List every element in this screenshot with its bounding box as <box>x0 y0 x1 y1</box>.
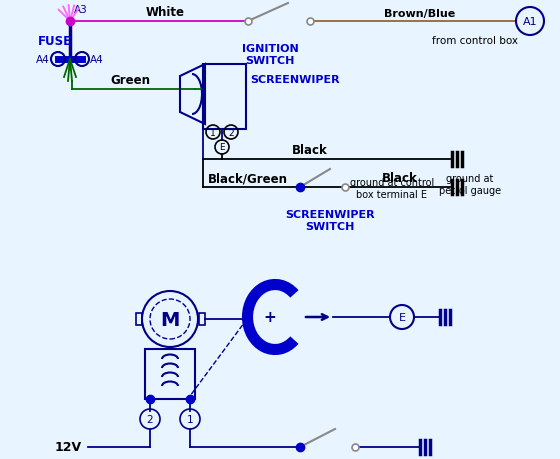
Text: Black: Black <box>382 172 418 185</box>
Text: A3: A3 <box>74 5 88 15</box>
Text: 2: 2 <box>228 128 234 137</box>
Text: from control box: from control box <box>432 36 518 46</box>
Text: 1: 1 <box>210 128 216 137</box>
Text: IGNITION
SWITCH: IGNITION SWITCH <box>241 44 298 66</box>
Text: SCREENWIPER: SCREENWIPER <box>250 75 339 85</box>
Text: A4: A4 <box>36 55 50 65</box>
Text: SCREENWIPER
SWITCH: SCREENWIPER SWITCH <box>285 210 375 231</box>
Text: Green: Green <box>110 74 150 87</box>
Text: A1: A1 <box>522 17 537 27</box>
Text: 12V: 12V <box>55 441 82 453</box>
Text: +: + <box>264 310 277 325</box>
Text: ground at
petrol gauge: ground at petrol gauge <box>439 174 501 195</box>
Text: FUSE: FUSE <box>38 34 72 47</box>
Text: Black/Green: Black/Green <box>208 172 288 185</box>
Text: ground at control
box terminal E: ground at control box terminal E <box>350 178 434 199</box>
Text: Brown/Blue: Brown/Blue <box>384 9 456 19</box>
Text: M: M <box>160 310 180 329</box>
Text: White: White <box>146 6 184 19</box>
Text: A4: A4 <box>90 55 104 65</box>
Text: E: E <box>399 312 405 322</box>
Text: E: E <box>219 143 225 152</box>
Text: 2: 2 <box>147 414 153 424</box>
Text: Black: Black <box>292 144 328 157</box>
Text: 1: 1 <box>186 414 193 424</box>
